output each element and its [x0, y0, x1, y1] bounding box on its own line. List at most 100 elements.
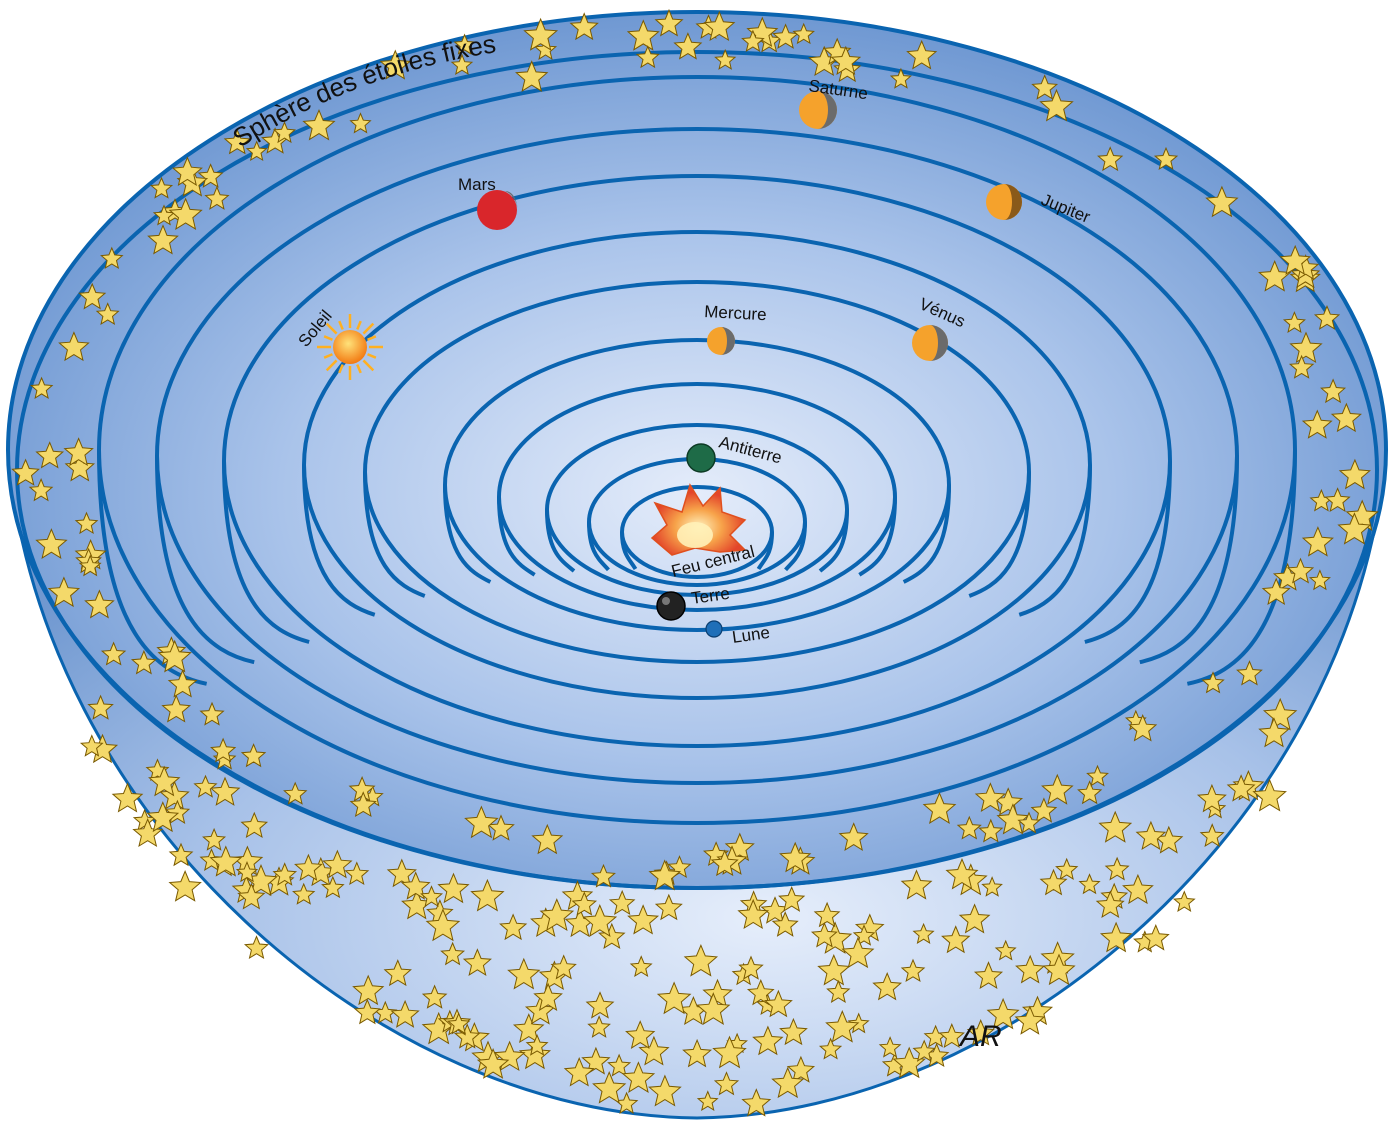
star-icon — [648, 859, 682, 891]
star-icon — [712, 1035, 747, 1069]
star-icon — [737, 898, 770, 930]
star-icon — [813, 901, 841, 928]
sun-ray — [367, 335, 377, 341]
star-icon — [1153, 146, 1179, 170]
star-icon — [462, 948, 492, 976]
star-icon — [272, 121, 297, 144]
star-icon — [958, 903, 991, 934]
star-icon — [386, 858, 417, 888]
star-icon — [590, 863, 616, 888]
star-icon — [878, 1036, 902, 1058]
orbits — [6, 10, 1388, 890]
venus-shade — [930, 325, 948, 361]
star-icon — [523, 17, 559, 51]
star-icon — [598, 922, 626, 949]
orbit-wall — [587, 521, 807, 572]
sun-rays-icon — [317, 314, 383, 380]
star-icon — [1313, 304, 1341, 330]
star-icon — [974, 782, 1007, 813]
star-icon — [592, 1070, 627, 1104]
body-mars: Mars — [458, 175, 518, 230]
star-icon — [383, 959, 412, 987]
star-icon — [683, 944, 719, 977]
star-icon — [1041, 773, 1074, 805]
star-icon — [571, 891, 598, 916]
star-icon — [421, 984, 448, 1009]
star-icon — [752, 1025, 784, 1056]
star-icon — [243, 935, 270, 960]
terre-highlight — [662, 597, 670, 605]
star-icon — [713, 1071, 740, 1096]
star-icon — [1172, 890, 1196, 912]
star-icon — [608, 889, 636, 916]
star-icon — [1320, 378, 1347, 404]
star-icon — [1337, 512, 1372, 545]
star-icon — [157, 639, 192, 673]
star-icon — [1055, 857, 1079, 880]
star-icon — [607, 1053, 632, 1077]
star-icon — [587, 1015, 611, 1038]
star-icon — [792, 22, 815, 45]
star-icon — [872, 972, 903, 1001]
star-icon — [1039, 88, 1074, 122]
star-icon — [87, 694, 114, 720]
artist-signature: AR — [958, 1020, 1002, 1053]
star-icon — [696, 992, 731, 1025]
star-icon — [470, 878, 505, 912]
star-icon — [111, 782, 144, 813]
star-icon — [237, 882, 266, 910]
star-icon — [786, 1055, 816, 1083]
star-icon — [197, 163, 224, 188]
star-icon — [240, 811, 269, 839]
star-icon — [1122, 873, 1154, 905]
star-icon — [193, 774, 218, 798]
star-icon — [1098, 810, 1133, 843]
star-icon — [168, 870, 202, 902]
star-icon — [132, 817, 164, 848]
star-icon — [202, 827, 227, 851]
sun-ray — [356, 364, 362, 374]
star-icon — [515, 60, 549, 92]
star-icon — [499, 913, 528, 941]
star-icon — [956, 815, 982, 840]
sun-ray — [325, 322, 338, 335]
star-icon — [283, 781, 308, 805]
star-icon — [986, 997, 1020, 1030]
star-icon — [209, 776, 241, 806]
star-icon — [900, 869, 933, 900]
mars-icon — [477, 190, 517, 230]
star-icon — [1226, 774, 1256, 802]
star-icon — [152, 204, 176, 226]
star-icon — [245, 140, 268, 162]
star-icon — [168, 197, 203, 230]
star-icon — [994, 939, 1017, 961]
star-icon — [171, 156, 203, 186]
star-icon — [130, 649, 157, 675]
star-icon — [838, 822, 869, 851]
star-icon — [100, 246, 124, 269]
star-icon — [74, 511, 99, 535]
star-icon — [826, 979, 851, 1003]
star-icon — [353, 998, 381, 1025]
star-icon — [626, 19, 660, 51]
star-icon — [1282, 311, 1306, 333]
star-icon — [621, 1061, 656, 1093]
star-icon — [638, 1035, 670, 1066]
star-icon — [159, 780, 190, 810]
star-icon — [1301, 409, 1333, 439]
orbit-wall — [363, 471, 1031, 598]
star-icon — [648, 1074, 682, 1107]
star-icon — [210, 737, 237, 763]
star-icon — [1078, 873, 1101, 895]
star-icon — [741, 1088, 772, 1117]
label-mars: Mars — [458, 175, 496, 194]
star-icon — [1128, 713, 1158, 742]
star-icon — [938, 1022, 965, 1049]
star-icon — [100, 641, 127, 666]
star-icon — [349, 112, 372, 134]
star-icon — [1135, 820, 1167, 850]
star-icon — [321, 875, 345, 899]
central-fire-icon — [650, 483, 747, 556]
star-icon — [240, 743, 267, 768]
star-icon — [440, 941, 466, 966]
